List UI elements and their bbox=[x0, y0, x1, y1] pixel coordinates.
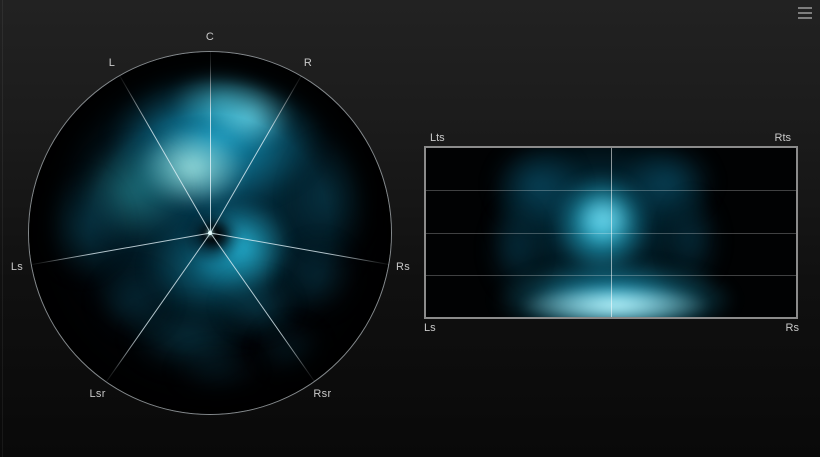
height-scope: Lts Rts Ls Rs bbox=[424, 130, 799, 334]
hamburger-menu-icon[interactable] bbox=[798, 7, 812, 19]
channel-label-lsr: Lsr bbox=[89, 387, 106, 400]
height-scope-bottom-labels: Ls Rs bbox=[424, 319, 799, 334]
channel-label-rs-bed: Rs bbox=[785, 322, 799, 334]
channel-label-rs: Rs bbox=[395, 261, 411, 274]
hamburger-bar bbox=[798, 7, 812, 9]
height-scope-gridlines bbox=[426, 148, 796, 317]
hamburger-bar bbox=[798, 12, 812, 14]
channel-label-l: L bbox=[108, 57, 116, 70]
surround-scope: C L R Ls Rs Lsr Rsr bbox=[11, 31, 410, 414]
channel-label-rsr: Rsr bbox=[313, 387, 332, 400]
channel-label-lts: Lts bbox=[430, 132, 445, 144]
surround-scope-circle bbox=[29, 52, 391, 414]
channel-label-c: C bbox=[205, 31, 215, 43]
vertical-centerline bbox=[611, 148, 612, 317]
height-scope-top-labels: Lts Rts bbox=[424, 130, 799, 145]
hamburger-bar bbox=[798, 17, 812, 19]
left-edge-divider bbox=[2, 0, 3, 457]
channel-label-ls-bed: Ls bbox=[424, 322, 436, 334]
height-scope-panel bbox=[424, 146, 798, 319]
scope-center-dot bbox=[208, 231, 212, 235]
channel-label-r: R bbox=[303, 57, 313, 70]
channel-label-ls: Ls bbox=[10, 261, 24, 274]
channel-label-rts: Rts bbox=[774, 132, 792, 144]
